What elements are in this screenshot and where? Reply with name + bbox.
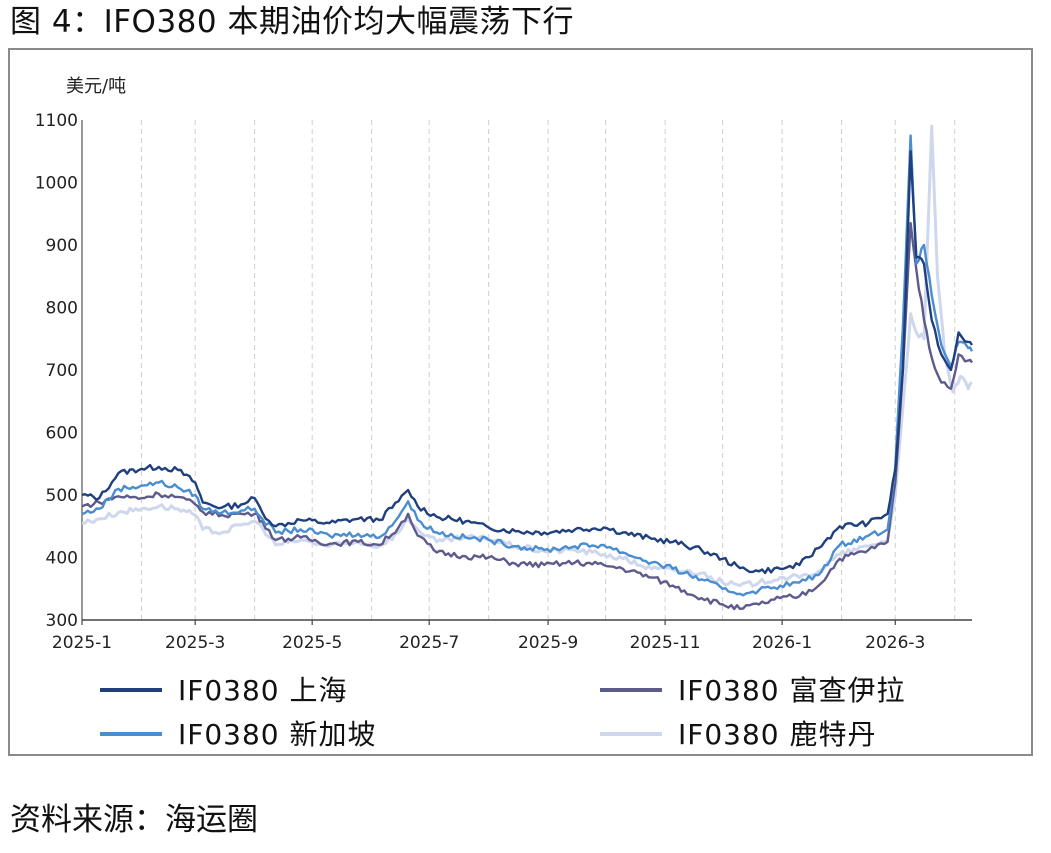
x-tick-label: 2025-5	[282, 633, 342, 653]
y-tick-label: 1000	[35, 174, 78, 194]
x-tick-label: 2025-7	[399, 633, 459, 653]
y-tick-label: 900	[46, 236, 78, 256]
y-tick-label: 600	[46, 424, 78, 444]
series-line-0	[81, 150, 974, 575]
y-tick-label: 1100	[35, 111, 78, 131]
y-tick-label: 700	[46, 361, 78, 381]
x-tick-label: 2026-3	[865, 633, 925, 653]
series-line-3	[81, 124, 973, 588]
source-note: 资料来源：海运圈	[10, 802, 258, 838]
x-tick-label: 2025-1	[52, 633, 112, 653]
legend-label: IF0380 富查伊拉	[678, 674, 906, 707]
y-axis-unit-label: 美元/吨	[66, 76, 126, 97]
y-tick-label: 800	[46, 299, 78, 319]
y-tick-label: 400	[46, 549, 78, 569]
legend-label: IF0380 新加坡	[178, 718, 377, 751]
x-tick-label: 2025-11	[630, 633, 701, 653]
x-tick-label: 2025-9	[518, 633, 578, 653]
series-line-1	[81, 221, 973, 611]
legend-label: IF0380 上海	[178, 674, 348, 707]
y-tick-label: 500	[46, 486, 78, 506]
x-tick-label: 2026-1	[752, 633, 812, 653]
series-line-2	[81, 134, 974, 597]
y-tick-label: 300	[46, 611, 78, 631]
line-chart: 美元/吨 300 400 500 600 700 800 900 1000 1100 2025-1…	[35, 76, 974, 751]
x-tick-label: 2025-3	[165, 633, 225, 653]
figure-title: 图 4：IFO380 本期油价均大幅震荡下行	[10, 4, 574, 40]
chart-frame: 美元/吨 300 400 500 600 700 800 900 1000 1100 2025-1…	[8, 48, 1033, 756]
legend-label: IF0380 鹿特丹	[678, 718, 877, 751]
